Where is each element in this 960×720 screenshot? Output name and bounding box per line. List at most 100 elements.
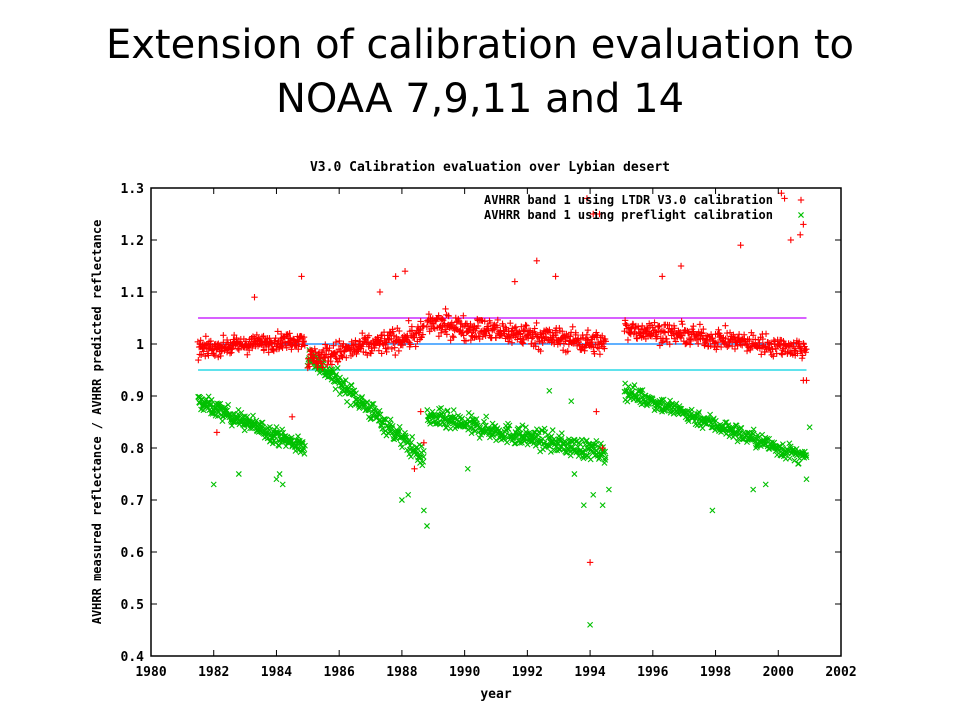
data-point bbox=[405, 491, 412, 498]
x-axis: 1980 1982 1984 1986 1988 1990 1992 1994 1996 1998… bbox=[135, 188, 857, 680]
data-point bbox=[770, 353, 777, 360]
data-point bbox=[459, 329, 466, 336]
data-point bbox=[568, 398, 575, 405]
data-point bbox=[476, 435, 483, 441]
y-axis-label: AVHRR measured reflectance / AVHRR predi… bbox=[90, 220, 104, 625]
data-point bbox=[632, 324, 639, 331]
data-point bbox=[464, 465, 471, 472]
data-point bbox=[591, 350, 598, 357]
data-point bbox=[587, 621, 594, 628]
data-point bbox=[435, 333, 443, 340]
data-point bbox=[504, 439, 511, 446]
data-point bbox=[342, 377, 349, 384]
data-point bbox=[389, 429, 396, 436]
data-point bbox=[332, 373, 339, 380]
data-point bbox=[445, 312, 452, 320]
data-point bbox=[293, 341, 300, 349]
data-point bbox=[420, 507, 427, 514]
data-point bbox=[749, 332, 757, 339]
data-point bbox=[332, 353, 339, 361]
data-point bbox=[669, 328, 677, 336]
data-point bbox=[265, 349, 272, 356]
data-point bbox=[803, 454, 810, 461]
data-point bbox=[528, 335, 536, 342]
data-point bbox=[519, 340, 527, 347]
data-point bbox=[803, 345, 810, 353]
data-point bbox=[768, 351, 775, 359]
y-tick-label: 1.2 bbox=[121, 234, 144, 249]
data-point bbox=[392, 351, 399, 359]
data-point bbox=[279, 481, 286, 488]
data-point bbox=[322, 341, 329, 348]
data-point bbox=[586, 559, 594, 566]
data-point bbox=[772, 345, 780, 353]
data-point bbox=[420, 448, 427, 454]
data-point bbox=[442, 326, 450, 333]
data-point bbox=[339, 353, 346, 361]
data-point bbox=[288, 434, 295, 441]
data-point bbox=[666, 341, 673, 348]
data-point bbox=[492, 334, 500, 342]
data-point bbox=[241, 427, 248, 434]
data-point bbox=[460, 312, 467, 319]
data-point bbox=[439, 317, 447, 324]
data-point bbox=[806, 424, 813, 431]
data-point bbox=[217, 400, 224, 407]
data-point bbox=[443, 331, 451, 338]
data-point bbox=[200, 348, 207, 355]
y-tick-label: 0.8 bbox=[121, 442, 145, 457]
data-point bbox=[402, 432, 409, 439]
data-point bbox=[228, 346, 235, 353]
data-point bbox=[253, 331, 261, 339]
data-point bbox=[762, 481, 769, 488]
slide-title: Extension of calibration evaluation to N… bbox=[40, 18, 920, 126]
data-point bbox=[435, 312, 442, 319]
data-point bbox=[502, 433, 509, 440]
data-point bbox=[713, 342, 721, 350]
data-point bbox=[578, 436, 585, 443]
data-point bbox=[528, 431, 535, 438]
data-point bbox=[552, 273, 559, 280]
data-point bbox=[769, 439, 776, 446]
data-point bbox=[695, 411, 702, 417]
data-point bbox=[764, 435, 771, 442]
data-point bbox=[593, 438, 600, 444]
data-point bbox=[369, 400, 375, 407]
data-point bbox=[580, 502, 587, 509]
data-point bbox=[384, 344, 392, 351]
data-point bbox=[631, 382, 638, 389]
data-point bbox=[418, 443, 425, 450]
data-point bbox=[283, 443, 289, 450]
data-point bbox=[419, 462, 426, 469]
data-point bbox=[425, 310, 433, 318]
data-point bbox=[518, 323, 525, 330]
legend-marker bbox=[797, 196, 805, 204]
data-point bbox=[474, 322, 482, 330]
data-point bbox=[359, 394, 366, 400]
data-point bbox=[493, 437, 500, 444]
data-point bbox=[460, 332, 467, 339]
data-point bbox=[207, 402, 214, 409]
data-point bbox=[517, 330, 524, 337]
legend-label: AVHRR band 1 using preflight calibration bbox=[484, 208, 773, 222]
data-point bbox=[778, 446, 785, 452]
data-point bbox=[565, 445, 572, 452]
data-point bbox=[450, 407, 457, 414]
data-point bbox=[599, 502, 606, 509]
data-point bbox=[559, 328, 566, 335]
data-point bbox=[273, 424, 280, 430]
data-point bbox=[746, 335, 753, 343]
data-point bbox=[417, 408, 424, 415]
x-tick-label: 1982 bbox=[198, 665, 229, 680]
data-point bbox=[343, 354, 350, 361]
data-point bbox=[481, 418, 487, 425]
data-point bbox=[580, 344, 588, 352]
y-tick-label: 0.4 bbox=[121, 650, 145, 665]
data-point bbox=[300, 333, 308, 341]
data-point bbox=[360, 340, 367, 348]
data-point bbox=[399, 444, 406, 451]
data-point bbox=[671, 335, 678, 342]
data-point bbox=[546, 326, 553, 333]
data-point bbox=[220, 332, 227, 339]
